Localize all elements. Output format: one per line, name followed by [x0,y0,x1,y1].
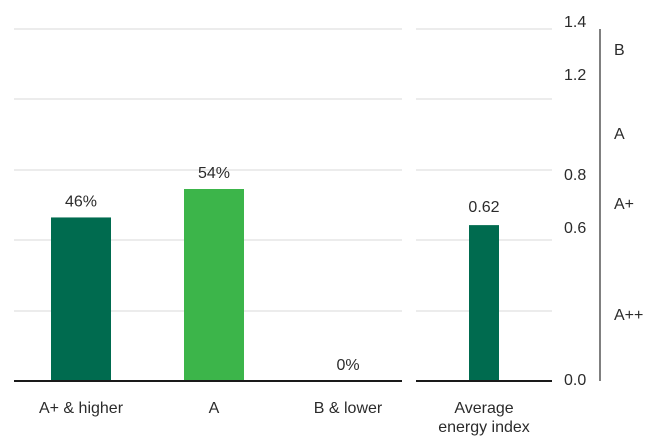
energy-class-label: A++ [614,307,643,324]
x-tick-label: A+ & higher [39,400,124,417]
bar-value-label: 46% [65,193,97,210]
y-tick-label: 0.8 [564,167,586,184]
bar-value-label: 54% [198,165,230,182]
y-tick-label: 1.2 [564,67,586,84]
energy-class-label: B [614,42,625,59]
bar-4 [469,225,499,381]
x-tick-label: energy index [438,419,530,436]
y-tick-label: 0.6 [564,220,586,237]
bar-value-label: 0% [336,357,359,374]
bar-2 [184,189,244,381]
y-tick-label: 1.4 [564,14,586,31]
y-tick-label: 0.0 [564,372,586,389]
x-tick-label: A [209,400,220,417]
x-tick-label: B & lower [314,400,383,417]
x-tick-label: Average [454,400,513,417]
bar-value-label: 0.62 [468,199,499,216]
bars [51,189,499,381]
axes [14,29,601,382]
bar-1 [51,217,111,381]
labels: 46% A+ & higher 54% A 0% B & lower 0.62 Average… [39,14,643,436]
energy-class-label: A [614,126,625,143]
energy-class-label: A+ [614,196,634,213]
